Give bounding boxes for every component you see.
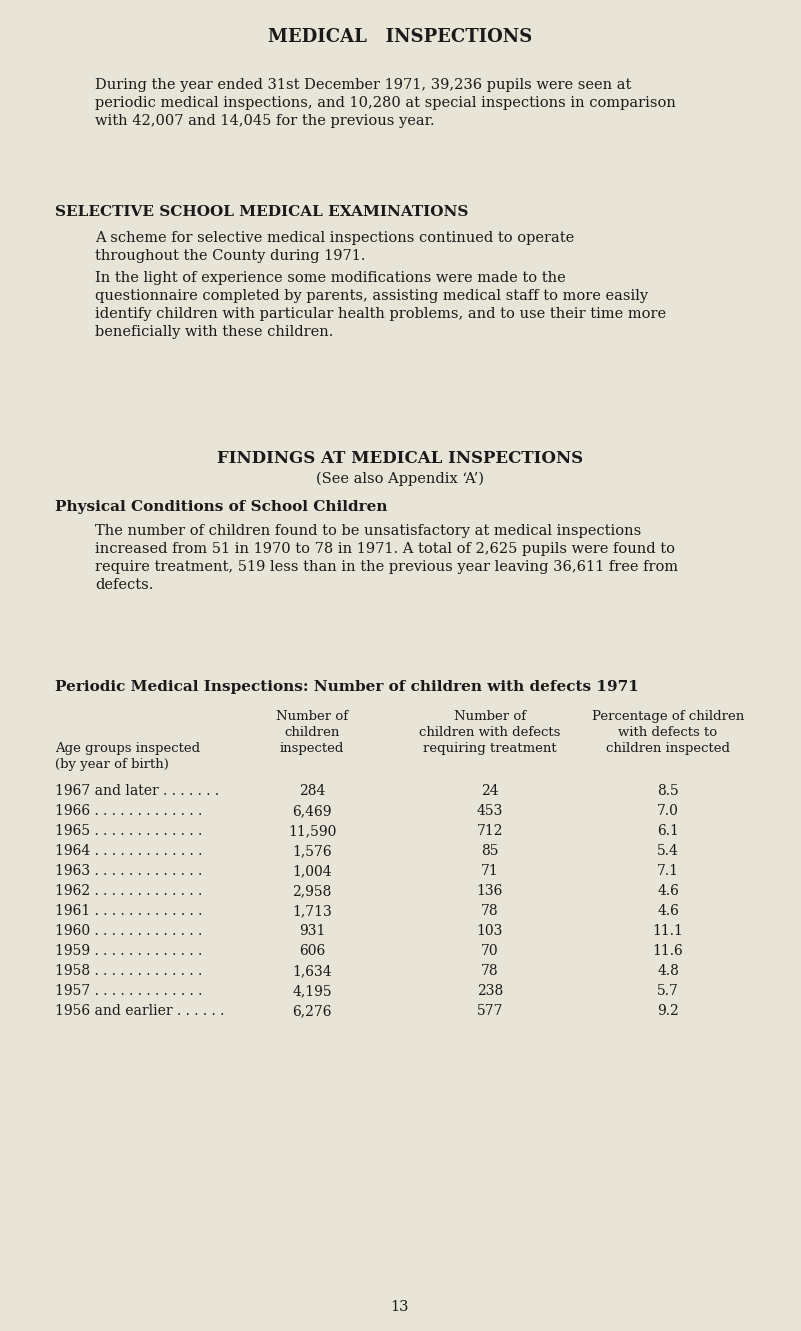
Text: 1966 . . . . . . . . . . . . .: 1966 . . . . . . . . . . . . . [55,804,202,819]
Text: 1965 . . . . . . . . . . . . .: 1965 . . . . . . . . . . . . . [55,824,202,839]
Text: 1961 . . . . . . . . . . . . .: 1961 . . . . . . . . . . . . . [55,904,203,918]
Text: (See also Appendix ‘A’): (See also Appendix ‘A’) [316,473,484,486]
Text: 1,004: 1,004 [292,864,332,878]
Text: Percentage of children: Percentage of children [592,709,744,723]
Text: Periodic Medical Inspections: Number of children with defects 1971: Periodic Medical Inspections: Number of … [55,680,639,693]
Text: require treatment, 519 less than in the previous year leaving 36,611 free from: require treatment, 519 less than in the … [95,560,678,574]
Text: 6,469: 6,469 [292,804,332,819]
Text: 4,195: 4,195 [292,984,332,998]
Text: 284: 284 [299,784,325,799]
Text: 4.8: 4.8 [657,964,679,978]
Text: 1962 . . . . . . . . . . . . .: 1962 . . . . . . . . . . . . . [55,884,202,898]
Text: with 42,007 and 14,045 for the previous year.: with 42,007 and 14,045 for the previous … [95,114,435,128]
Text: 9.2: 9.2 [657,1004,679,1018]
Text: 78: 78 [481,964,499,978]
Text: 1,576: 1,576 [292,844,332,858]
Text: 1964 . . . . . . . . . . . . .: 1964 . . . . . . . . . . . . . [55,844,203,858]
Text: 1956 and earlier . . . . . .: 1956 and earlier . . . . . . [55,1004,224,1018]
Text: 11.1: 11.1 [653,924,683,938]
Text: 78: 78 [481,904,499,918]
Text: beneficially with these children.: beneficially with these children. [95,325,333,339]
Text: 70: 70 [481,944,499,958]
Text: 1,713: 1,713 [292,904,332,918]
Text: requiring treatment: requiring treatment [423,741,557,755]
Text: 1957 . . . . . . . . . . . . .: 1957 . . . . . . . . . . . . . [55,984,203,998]
Text: children with defects: children with defects [419,725,561,739]
Text: 1958 . . . . . . . . . . . . .: 1958 . . . . . . . . . . . . . [55,964,202,978]
Text: 13: 13 [391,1300,409,1314]
Text: (by year of birth): (by year of birth) [55,757,169,771]
Text: 7.1: 7.1 [657,864,679,878]
Text: 4.6: 4.6 [657,904,679,918]
Text: 5.7: 5.7 [657,984,679,998]
Text: 8.5: 8.5 [657,784,679,799]
Text: 577: 577 [477,1004,503,1018]
Text: 1959 . . . . . . . . . . . . .: 1959 . . . . . . . . . . . . . [55,944,202,958]
Text: 85: 85 [481,844,499,858]
Text: Number of: Number of [454,709,526,723]
Text: 6.1: 6.1 [657,824,679,839]
Text: Age groups inspected: Age groups inspected [55,741,200,755]
Text: FINDINGS AT MEDICAL INSPECTIONS: FINDINGS AT MEDICAL INSPECTIONS [217,450,583,467]
Text: 11,590: 11,590 [288,824,336,839]
Text: 6,276: 6,276 [292,1004,332,1018]
Text: 1963 . . . . . . . . . . . . .: 1963 . . . . . . . . . . . . . [55,864,202,878]
Text: The number of children found to be unsatisfactory at medical inspections: The number of children found to be unsat… [95,524,642,538]
Text: In the light of experience some modifications were made to the: In the light of experience some modifica… [95,272,566,285]
Text: 136: 136 [477,884,503,898]
Text: 1960 . . . . . . . . . . . . .: 1960 . . . . . . . . . . . . . [55,924,202,938]
Text: inspected: inspected [280,741,344,755]
Text: 931: 931 [299,924,325,938]
Text: questionnaire completed by parents, assisting medical staff to more easily: questionnaire completed by parents, assi… [95,289,648,303]
Text: increased from 51 in 1970 to 78 in 1971. A total of 2,625 pupils were found to: increased from 51 in 1970 to 78 in 1971.… [95,542,675,556]
Text: 24: 24 [481,784,499,799]
Text: children: children [284,725,340,739]
Text: throughout the County during 1971.: throughout the County during 1971. [95,249,365,264]
Text: Physical Conditions of School Children: Physical Conditions of School Children [55,500,388,514]
Text: 453: 453 [477,804,503,819]
Text: periodic medical inspections, and 10,280 at special inspections in comparison: periodic medical inspections, and 10,280… [95,96,676,110]
Text: with defects to: with defects to [618,725,718,739]
Text: 7.0: 7.0 [657,804,679,819]
Text: 2,958: 2,958 [292,884,332,898]
Text: 4.6: 4.6 [657,884,679,898]
Text: During the year ended 31st December 1971, 39,236 pupils were seen at: During the year ended 31st December 1971… [95,79,631,92]
Text: defects.: defects. [95,578,153,592]
Text: identify children with particular health problems, and to use their time more: identify children with particular health… [95,307,666,321]
Text: Number of: Number of [276,709,348,723]
Text: children inspected: children inspected [606,741,730,755]
Text: 238: 238 [477,984,503,998]
Text: 71: 71 [481,864,499,878]
Text: 712: 712 [477,824,503,839]
Text: A scheme for selective medical inspections continued to operate: A scheme for selective medical inspectio… [95,232,574,245]
Text: 11.6: 11.6 [653,944,683,958]
Text: 1,634: 1,634 [292,964,332,978]
Text: 5.4: 5.4 [657,844,679,858]
Text: 606: 606 [299,944,325,958]
Text: 1967 and later . . . . . . .: 1967 and later . . . . . . . [55,784,219,799]
Text: MEDICAL   INSPECTIONS: MEDICAL INSPECTIONS [268,28,532,47]
Text: SELECTIVE SCHOOL MEDICAL EXAMINATIONS: SELECTIVE SCHOOL MEDICAL EXAMINATIONS [55,205,469,220]
Text: 103: 103 [477,924,503,938]
